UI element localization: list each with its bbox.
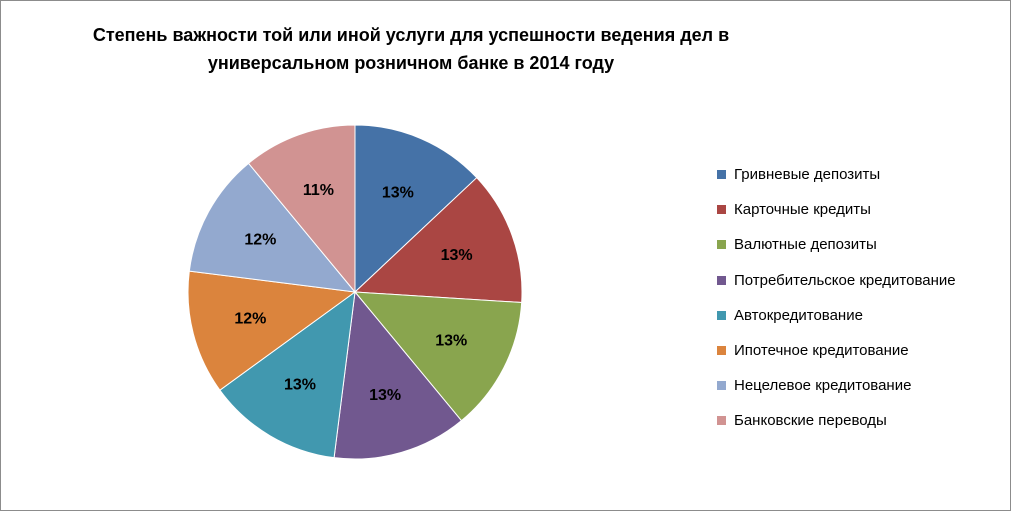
pie-slice-label: 12% xyxy=(234,310,266,327)
pie-slice xyxy=(219,290,356,459)
pie-slice-label: 13% xyxy=(284,376,316,393)
legend-item: Автокредитование xyxy=(717,298,1007,333)
legend-swatch xyxy=(717,416,726,426)
legend-label: Ипотечное кредитование xyxy=(734,342,909,360)
legend-item: Ипотечное кредитование xyxy=(717,333,1007,368)
legend-label: Валютные депозиты xyxy=(734,236,877,254)
legend-label: Автокредитование xyxy=(734,306,863,324)
legend-swatch xyxy=(717,310,726,320)
pie-slice xyxy=(353,176,523,304)
legend-label: Гривневые депозиты xyxy=(734,166,881,184)
legend-item: Гривневые депозиты xyxy=(717,157,1007,192)
pie-slice-label: 13% xyxy=(382,184,414,201)
legend-item: Нецелевое кредитование xyxy=(717,368,1007,403)
pie-slice xyxy=(247,124,356,294)
legend-label: Карточные кредиты xyxy=(734,201,871,219)
pie-slices xyxy=(187,124,523,460)
legend-swatch xyxy=(717,275,726,285)
legend-label: Потребительское кредитование xyxy=(734,271,956,289)
legend-label: Нецелевое кредитование xyxy=(734,377,912,395)
pie-slice xyxy=(188,162,357,293)
pie-labels: 13% 13% 13% 13% 13% 12% 12% 11% xyxy=(234,182,472,404)
pie-slice xyxy=(187,270,357,391)
pie-slice-label: 13% xyxy=(435,333,467,350)
chart-title-line-2: универсальном розничном банке в 2014 год… xyxy=(207,53,615,73)
legend-item: Потребительское кредитование xyxy=(717,263,1007,298)
chart-title-line-1: Степень важности той или иной услуги для… xyxy=(92,25,730,45)
legend-swatch xyxy=(717,205,726,215)
legend-item: Банковские переводы xyxy=(717,403,1007,438)
pie-slice-label: 11% xyxy=(303,182,334,199)
legend-item: Карточные кредиты xyxy=(717,192,1007,227)
pie-slice-label: 13% xyxy=(441,247,473,264)
legend-swatch xyxy=(717,240,726,250)
pie-slice xyxy=(333,290,463,460)
legend-swatch xyxy=(717,381,726,391)
pie-slice-label: 12% xyxy=(244,231,276,248)
pie-slice xyxy=(353,291,523,422)
pie-slice-label: 13% xyxy=(369,387,401,404)
chart-title: Степень важности той или иной услуги для… xyxy=(61,21,761,77)
legend-swatch xyxy=(717,346,726,356)
legend-item: Валютные депозиты xyxy=(717,227,1007,262)
legend-swatch xyxy=(717,170,726,180)
pie-slice xyxy=(354,124,478,294)
legend-label: Банковские переводы xyxy=(734,412,887,430)
legend: Гривневые депозиты Карточные кредиты Вал… xyxy=(717,157,1007,439)
